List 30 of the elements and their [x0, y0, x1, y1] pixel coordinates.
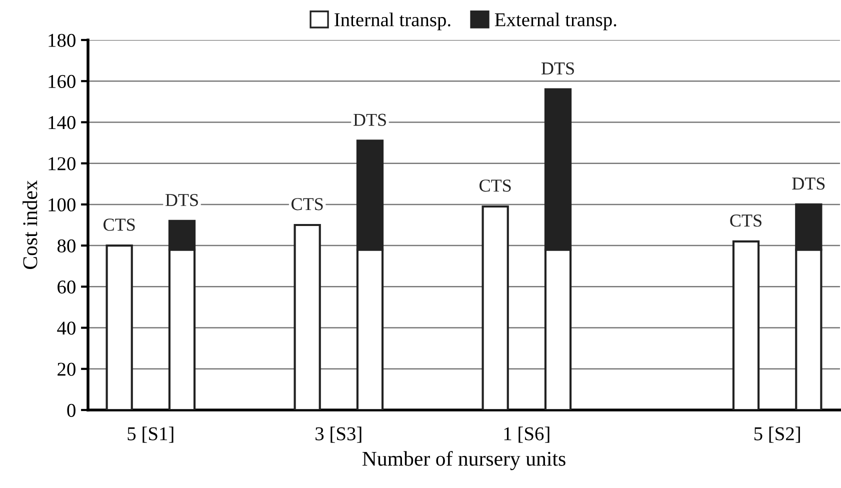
- y-tick-label: 60: [58, 280, 76, 294]
- annotation: DTS: [792, 178, 825, 190]
- annotation: DTS: [353, 114, 386, 126]
- text: 5 [S1]: [128, 426, 174, 443]
- y-tick-label: 100: [48, 198, 76, 212]
- text: 3 [S3]: [316, 426, 362, 443]
- legend-label: Internal transp.: [334, 12, 450, 30]
- bar: [482, 205, 509, 410]
- text: 5 [S2]: [754, 426, 800, 443]
- legend-label: External transp.: [494, 12, 616, 30]
- annotation: DTS: [165, 194, 198, 206]
- y-tick-label: 160: [48, 74, 76, 88]
- y-tick-label: 20: [58, 362, 76, 376]
- annotation: CTS: [730, 214, 762, 227]
- y-tick-label: 180: [48, 34, 76, 47]
- text: 1 [S6]: [504, 426, 550, 443]
- annotation: CTS: [104, 218, 135, 231]
- y-tick-label: 40: [57, 322, 76, 335]
- y-tick-label: 140: [48, 116, 76, 130]
- bar: [294, 224, 321, 410]
- y-tick-label: 0: [67, 404, 76, 417]
- bar: [732, 240, 760, 410]
- y-axis-title: Cost index: [22, 180, 38, 269]
- x-axis-title: Number of nursery units: [362, 450, 566, 470]
- annotation: CTS: [292, 198, 323, 210]
- y-tick-label: 80: [57, 239, 76, 252]
- bar: [106, 244, 133, 410]
- y-tick-label: 120: [48, 157, 76, 170]
- annotation: DTS: [541, 62, 574, 75]
- annotation: CTS: [480, 180, 511, 192]
